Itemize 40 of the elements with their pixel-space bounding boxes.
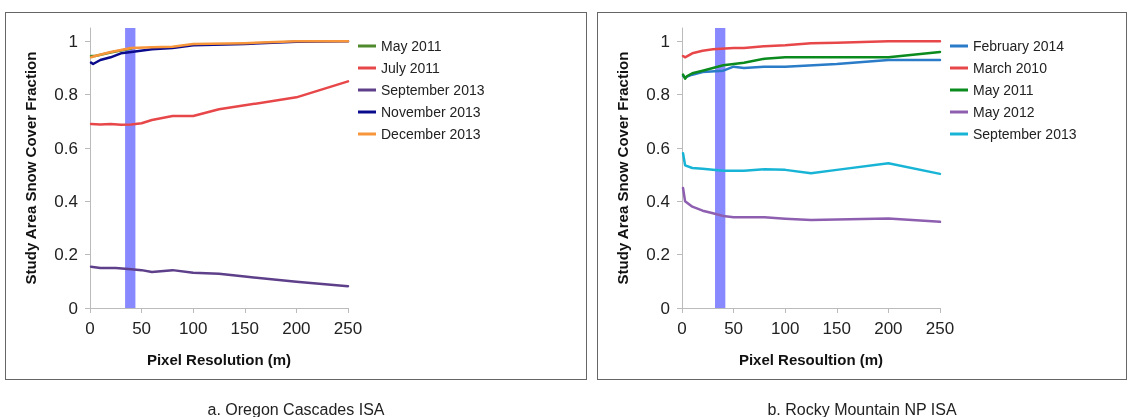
legend-label: September 2013 [381,82,485,98]
x-tick-label: 250 [925,319,955,338]
x-tick-label: 50 [724,319,744,338]
x-tick-label: 0 [85,319,95,338]
y-tick-label: 0 [660,298,670,318]
x-tick-label: 150 [822,319,851,338]
x-tick-label: 0 [677,319,687,338]
y-tick-label: 0.2 [646,245,670,265]
x-tick-label: 50 [132,319,152,338]
legend-label: July 2011 [381,60,441,76]
x-axis-title: Pixel Resolution (m) [146,351,292,368]
legend-label: September 2013 [973,126,1077,142]
x-tick-label: 100 [771,319,800,338]
x-tick-label: 200 [282,319,311,338]
legend-label: November 2013 [381,104,481,120]
x-tick-label: 250 [333,319,363,338]
y-axis-title: Study Area Snow Cover Fraction [22,51,39,285]
legend-label: February 2014 [973,38,1065,54]
x-tick-label: 200 [874,319,903,338]
legend-label: May 2012 [973,104,1035,120]
y-tick-label: 0.4 [54,191,78,211]
y-tick-label: 1 [68,31,78,51]
text: b. Rocky Mountain NP ISA [767,400,957,417]
y-tick-label: 0 [68,298,78,318]
x-tick-label: 100 [179,319,208,338]
x-axis-title: Pixel Resoultion (m) [738,351,884,368]
legend-label: December 2013 [381,126,481,142]
y-tick-label: 0.8 [646,85,670,105]
legend-label: May 2011 [381,38,442,54]
text: a. Oregon Cascades ISA [207,400,385,417]
y-tick-label: 1 [660,31,670,51]
y-tick-label: 0.6 [54,138,78,158]
y-tick-label: 0.8 [54,85,78,105]
y-tick-label: 0.6 [646,138,670,158]
y-tick-label: 0.2 [54,245,78,265]
y-axis-title: Study Area Snow Cover Fraction [614,51,631,285]
legend-label: May 2011 [973,82,1034,98]
y-tick-label: 0.4 [646,191,670,211]
legend-label: March 2010 [973,60,1048,76]
x-tick-label: 150 [230,319,259,338]
